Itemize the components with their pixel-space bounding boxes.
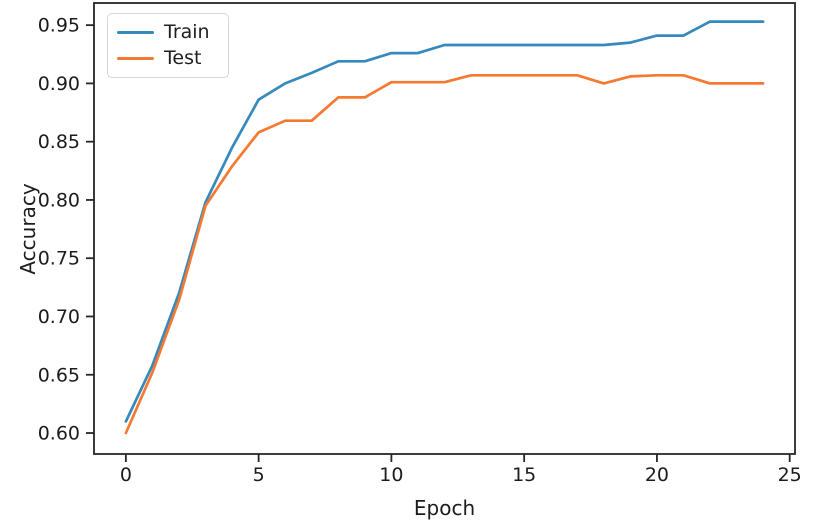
legend-item-test: Test	[117, 49, 220, 68]
test-legend-label: Test	[164, 47, 202, 70]
y-tick-label: 0.95	[38, 15, 80, 37]
y-tick-label: 0.75	[38, 248, 80, 270]
train-line	[124, 20, 765, 423]
test-line	[124, 73, 765, 435]
x-tick-label: 15	[512, 464, 536, 486]
x-tick-label: 20	[645, 464, 669, 486]
legend: Train Test	[107, 13, 229, 78]
x-tick-label: 10	[379, 464, 403, 486]
test-line-swatch	[117, 57, 154, 61]
x-tick-label: 0	[120, 464, 132, 486]
y-tick-label: 0.85	[38, 131, 80, 153]
legend-item-train: Train	[117, 20, 220, 43]
y-tick-label: 0.60	[38, 423, 80, 445]
x-axis-title: Epoch	[413, 496, 476, 520]
y-tick-label: 0.90	[38, 73, 80, 95]
y-axis-title: Accuracy	[16, 183, 40, 275]
y-tick-label: 0.80	[38, 189, 80, 211]
train-line-swatch	[117, 30, 154, 34]
x-tick-label: 5	[253, 464, 265, 486]
plot-border	[93, 2, 796, 455]
y-tick-label: 0.70	[38, 306, 80, 328]
train-legend-label: Train	[164, 20, 210, 43]
y-tick-label: 0.65	[38, 364, 80, 386]
x-tick-label: 25	[778, 464, 802, 486]
